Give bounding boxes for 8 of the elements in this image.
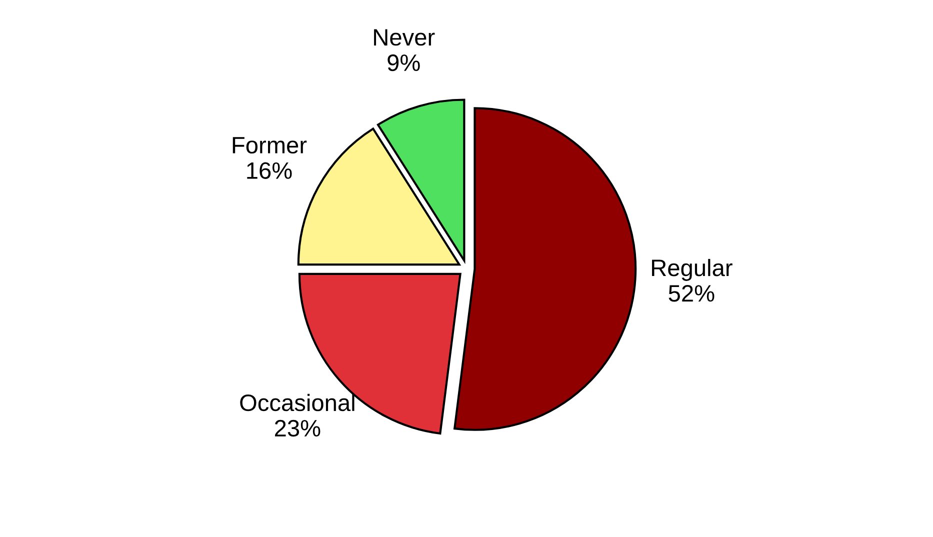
slice-label: Regular: [652, 258, 732, 281]
slice-label: Occasional: [240, 394, 354, 412]
data-label: 9%: [388, 54, 420, 72]
data-label: 16%: [247, 162, 292, 179]
slice-label: Former: [232, 137, 307, 154]
data-label: 52%: [668, 284, 714, 302]
slice-label: Never: [374, 29, 435, 46]
data-label: 23%: [274, 420, 320, 437]
